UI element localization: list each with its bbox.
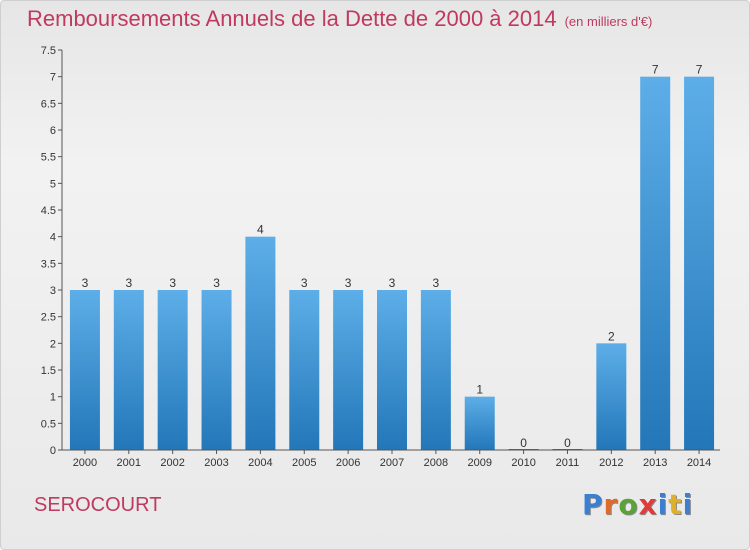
bar — [157, 290, 188, 450]
x-tick-label: 2011 — [556, 457, 580, 469]
x-tick-label: 2001 — [117, 457, 141, 469]
data-label: 7 — [696, 63, 703, 77]
x-tick-label: 2013 — [643, 457, 667, 469]
y-tick-label: 0 — [50, 445, 56, 457]
bar — [289, 290, 320, 450]
data-label: 3 — [389, 276, 396, 290]
chart-title: Remboursements Annuels de la Dette de 20… — [27, 6, 653, 31]
y-tick-label: 1.5 — [41, 365, 56, 377]
data-label: 3 — [125, 276, 132, 290]
y-tick-label: 2.5 — [41, 312, 56, 324]
bar — [640, 76, 671, 451]
y-tick-label: 3 — [50, 285, 56, 297]
data-label: 3 — [433, 276, 440, 290]
data-label: 3 — [169, 276, 176, 290]
bar — [596, 343, 627, 450]
bar — [69, 290, 100, 450]
y-tick-label: 4.5 — [41, 205, 56, 217]
y-tick-label: 5.5 — [41, 152, 56, 164]
y-tick-label: 1 — [50, 392, 56, 404]
data-label: 3 — [301, 276, 308, 290]
x-tick-label: 2003 — [204, 457, 228, 469]
x-tick-label: 2009 — [467, 457, 491, 469]
data-label: 0 — [564, 436, 571, 450]
x-tick-label: 2004 — [248, 457, 272, 469]
x-tick-label: 2012 — [599, 457, 623, 469]
y-axis: 0 0.5 1 1.5 2 2.5 3 3.5 4 4.5 5 5.5 6 6.5 7 7.5 — [41, 45, 63, 457]
x-tick-label: 2002 — [160, 457, 184, 469]
data-label: 0 — [520, 436, 527, 450]
x-tick-label: 2007 — [380, 457, 404, 469]
bar — [201, 290, 232, 450]
y-tick-label: 5 — [50, 178, 56, 190]
y-tick-label: 3.5 — [41, 258, 56, 270]
chart-subtitle: (en milliers d'€) — [564, 14, 653, 29]
bar — [245, 236, 276, 450]
x-tick-label: 2000 — [73, 457, 97, 469]
bar — [464, 396, 495, 450]
bar — [333, 290, 364, 450]
y-tick-label: 7.5 — [41, 45, 56, 57]
data-label: 3 — [345, 276, 352, 290]
bar — [113, 290, 144, 450]
y-tick-label: 6 — [50, 125, 56, 137]
data-label: 3 — [213, 276, 220, 290]
data-label: 3 — [82, 276, 89, 290]
x-tick-label: 2008 — [424, 457, 448, 469]
x-tick-label: 2005 — [292, 457, 316, 469]
x-tick-label: 2014 — [687, 457, 711, 469]
proxiti-logo: Proxiti — [582, 488, 694, 521]
commune-name: SEROCOURT — [34, 494, 162, 516]
bars: 3 3 3 3 4 3 3 3 3 1 0 0 2 7 7 — [69, 63, 715, 451]
data-label: 4 — [257, 223, 264, 237]
x-tick-label: 2010 — [511, 457, 535, 469]
y-tick-label: 6.5 — [41, 98, 56, 110]
y-tick-label: 7 — [50, 72, 56, 84]
x-tick-label: 2006 — [336, 457, 360, 469]
bar — [377, 290, 407, 450]
x-axis: 2000 2001 2002 2003 2004 2005 2006 2007 2008 2009… — [62, 449, 720, 469]
y-tick-label: 4 — [50, 232, 56, 244]
bar — [684, 76, 715, 451]
y-tick-label: 0.5 — [41, 418, 56, 430]
data-label: 2 — [608, 329, 615, 343]
y-tick-label: 2 — [50, 338, 56, 350]
data-label: 1 — [476, 383, 483, 397]
data-label: 7 — [652, 63, 659, 77]
bar — [420, 290, 451, 450]
